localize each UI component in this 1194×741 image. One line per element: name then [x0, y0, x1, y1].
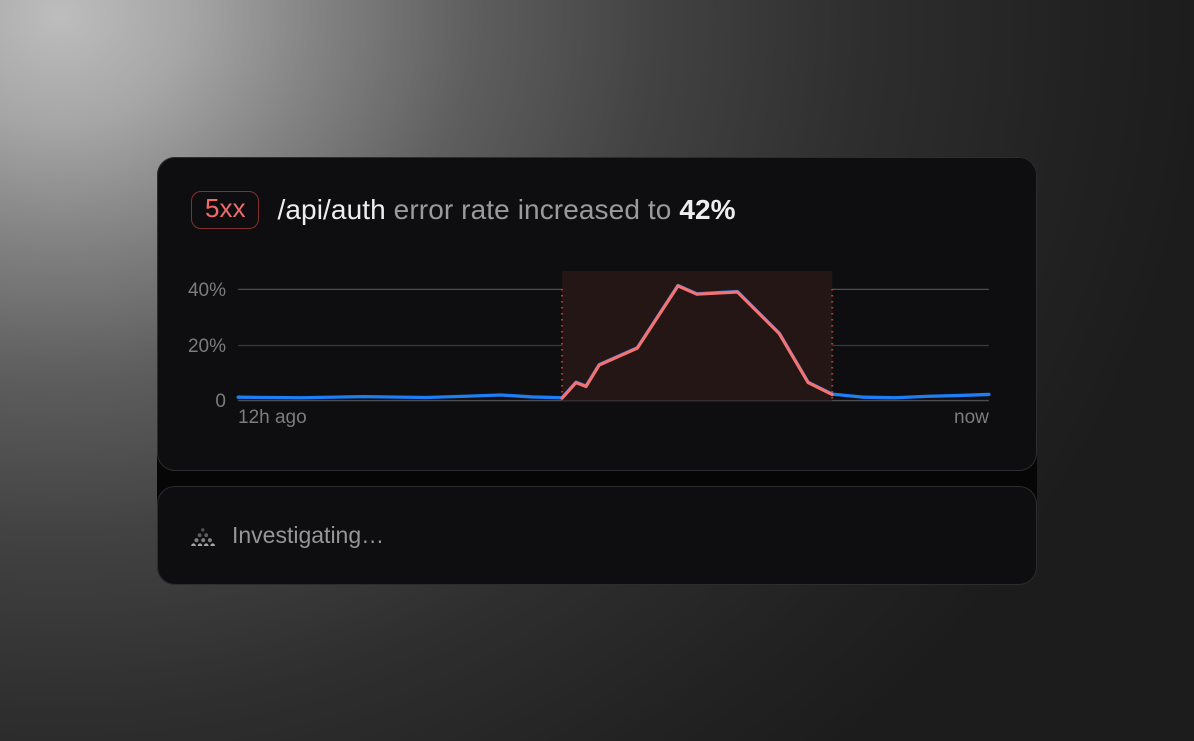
svg-text:40%: 40% — [188, 280, 226, 301]
svg-text:0: 0 — [215, 391, 226, 412]
svg-text:20%: 20% — [188, 336, 226, 357]
svg-text:now: now — [954, 407, 989, 428]
svg-text:12h ago: 12h ago — [238, 407, 307, 428]
